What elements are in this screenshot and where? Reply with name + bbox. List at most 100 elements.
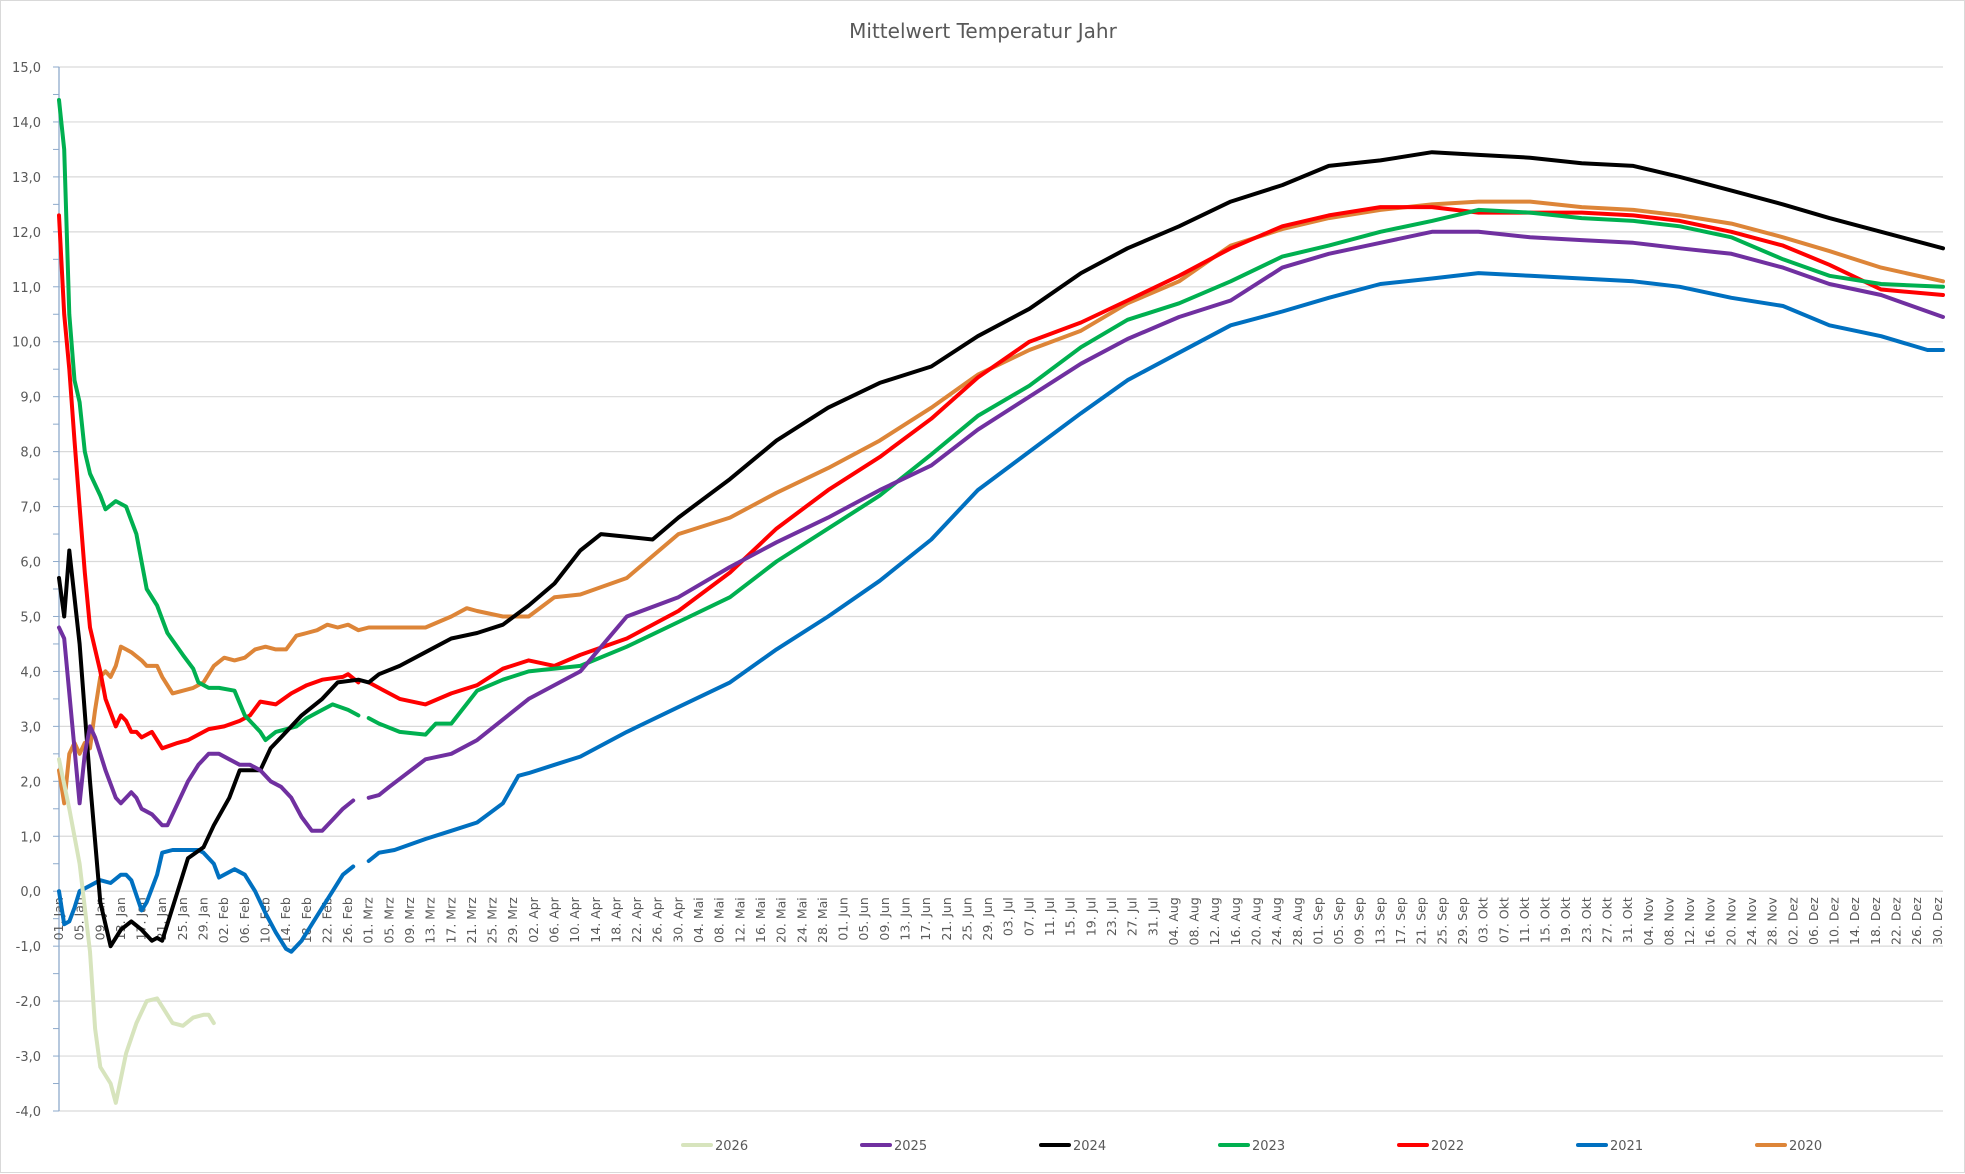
legend-item-2020[interactable]: 2020: [1755, 1139, 1822, 1154]
x-tick-label: 24. Mai: [794, 897, 809, 943]
x-tick-label: 21. Sep: [1414, 897, 1429, 944]
y-tick-label: 4,0: [20, 665, 41, 680]
x-tick-label: 18. Dez: [1868, 897, 1883, 945]
series-line-2021: [366, 271, 1945, 863]
x-tick-label: 24. Aug: [1269, 897, 1284, 945]
y-tick-label: 11,0: [12, 281, 41, 296]
legend-item-2024[interactable]: 2024: [1039, 1139, 1106, 1154]
x-tick-label: 12. Mai: [732, 897, 747, 943]
series-2023: [57, 98, 1945, 743]
x-tick-label: 13. Jun: [898, 897, 913, 940]
series-2024: [57, 150, 1945, 949]
x-tick-label: 14. Apr: [588, 896, 603, 942]
x-tick-label: 27. Jul: [1125, 897, 1140, 936]
y-tick-label: 14,0: [12, 116, 41, 131]
x-tick-label: 11. Jul: [1042, 897, 1057, 936]
x-tick-label: 06. Feb: [237, 897, 252, 943]
x-tick-label: 22. Feb: [319, 897, 334, 943]
y-tick-label: 5,0: [20, 610, 41, 625]
legend: 2026 2025 2024 2023 2022 2021 2020: [681, 1139, 1822, 1154]
y-tick-label: -3,0: [16, 1050, 41, 1065]
x-tick-label: 28. Mai: [815, 897, 830, 943]
x-tick-label: 16. Mai: [753, 897, 768, 943]
legend-label: 2022: [1431, 1139, 1464, 1154]
series-line-2020: [57, 199, 1945, 806]
x-tick-label: 25. Jan: [175, 897, 190, 940]
x-tick-label: 18. Apr: [608, 896, 623, 942]
x-tick-label: 14. Feb: [278, 897, 293, 943]
x-tick-label: 28. Nov: [1765, 897, 1780, 946]
x-tick-label: 17. Mrz: [443, 897, 458, 944]
x-tick-label: 09. Sep: [1352, 897, 1367, 944]
x-tick-label: 02. Feb: [216, 897, 231, 943]
y-tick-label: 13,0: [12, 171, 41, 186]
series-2022: [57, 205, 1945, 751]
x-tick-label: 06. Apr: [547, 896, 562, 942]
x-tick-label: 05. Sep: [1331, 897, 1346, 944]
y-tick-label: 12,0: [12, 226, 41, 241]
x-tick-label: 20. Aug: [1249, 897, 1264, 945]
x-tick-label: 07. Jul: [1021, 897, 1036, 936]
x-tick-label: 23. Okt: [1579, 897, 1594, 943]
legend-label: 2021: [1610, 1139, 1643, 1154]
x-tick-label: 01. Jun: [836, 897, 851, 940]
x-tick-label: 15. Jul: [1063, 897, 1078, 936]
x-tick-label: 12. Aug: [1207, 897, 1222, 945]
x-tick-label: 19. Okt: [1558, 897, 1573, 943]
legend-item-2026[interactable]: 2026: [681, 1139, 748, 1154]
x-tick-label: 29. Sep: [1455, 897, 1470, 944]
x-tick-label: 25. Mrz: [485, 897, 500, 944]
x-tick-label: 08. Mai: [712, 897, 727, 943]
x-tick-label: 24. Nov: [1744, 897, 1759, 946]
x-tick-label: 31. Okt: [1620, 897, 1635, 943]
x-tick-label: 08. Aug: [1187, 897, 1202, 945]
x-tick-label: 22. Dez: [1889, 897, 1904, 945]
legend-item-2022[interactable]: 2022: [1397, 1139, 1464, 1154]
y-tick-label: 9,0: [20, 391, 41, 406]
x-tick-label: 09. Mrz: [402, 897, 417, 944]
x-tick-label: 03. Jul: [1001, 897, 1016, 936]
x-tick-label: 31. Jul: [1145, 897, 1160, 936]
x-axis: 01. Jan 05. Jan 09. Jan 13. Jan 17. Jan 21. J…: [51, 890, 1945, 946]
legend-item-2023[interactable]: 2023: [1218, 1139, 1285, 1154]
x-tick-label: 15. Okt: [1538, 897, 1553, 943]
x-tick-label: 04. Mai: [691, 897, 706, 943]
x-tick-label: 25. Sep: [1434, 897, 1449, 944]
x-tick-label: 26. Dez: [1909, 897, 1924, 945]
series-line-2023: [57, 98, 361, 743]
series-line-2025: [57, 625, 356, 833]
x-tick-label: 17. Sep: [1393, 897, 1408, 944]
x-tick-label: 21. Jun: [939, 897, 954, 940]
x-tick-label: 01. Mrz: [361, 897, 376, 944]
x-tick-label: 20. Nov: [1723, 897, 1738, 946]
y-axis: 15,0 14,0 13,0 12,0 11,0 10,0 9,0 8,0 7,0 6,0 5,0 4…: [12, 61, 60, 1120]
y-tick-label: 3,0: [20, 720, 41, 735]
x-tick-label: 10. Apr: [567, 896, 582, 942]
x-tick-label: 28. Aug: [1290, 897, 1305, 945]
legend-item-2025[interactable]: 2025: [860, 1139, 927, 1154]
legend-item-2021[interactable]: 2021: [1576, 1139, 1643, 1154]
x-tick-label: 14. Dez: [1847, 897, 1862, 945]
x-tick-label: 07. Okt: [1496, 897, 1511, 943]
x-tick-label: 29. Jun: [980, 897, 995, 940]
chart-title: Mittelwert Temperatur Jahr: [849, 19, 1117, 43]
legend-label: 2025: [894, 1139, 927, 1154]
series-2021: [57, 271, 1945, 954]
y-tick-label: 10,0: [12, 336, 41, 351]
x-tick-label: 02. Apr: [526, 896, 541, 942]
x-tick-label: 27. Okt: [1599, 897, 1614, 943]
x-tick-label: 08. Nov: [1661, 897, 1676, 946]
legend-label: 2024: [1073, 1139, 1106, 1154]
x-tick-label: 11. Okt: [1517, 897, 1532, 943]
x-tick-label: 21. Mrz: [464, 897, 479, 944]
x-tick-label: 26. Apr: [650, 896, 665, 942]
series-2020: [57, 199, 1945, 806]
x-tick-label: 12. Nov: [1682, 897, 1697, 946]
x-tick-label: 05. Jun: [856, 897, 871, 940]
x-tick-label: 10. Dez: [1827, 897, 1842, 945]
x-tick-label: 02. Dez: [1785, 897, 1800, 945]
series-lines: [57, 98, 1945, 1105]
series-line-2024: [57, 150, 1945, 949]
